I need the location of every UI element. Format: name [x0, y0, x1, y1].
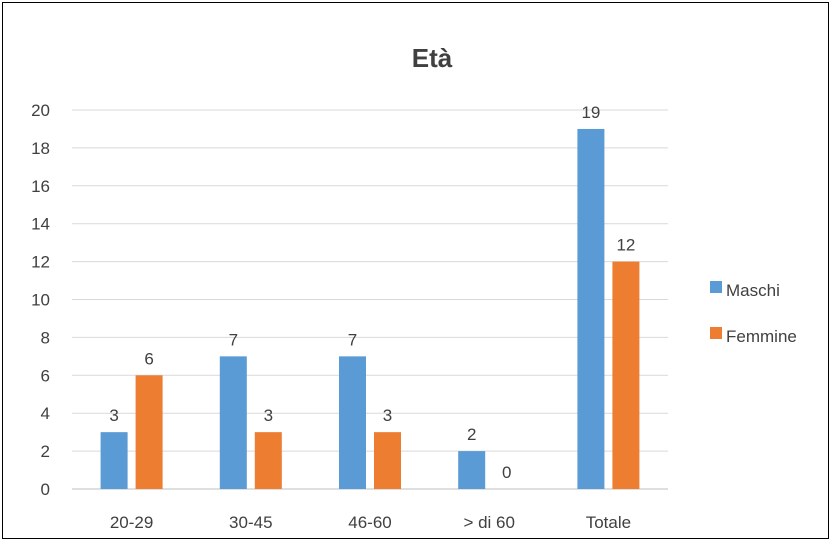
y-tick-label: 2 [41, 442, 50, 461]
y-tick-label: 0 [41, 480, 50, 499]
bar-maschi [577, 128, 605, 489]
legend-label: Maschi [726, 281, 780, 300]
y-tick-label: 8 [41, 328, 50, 347]
data-label: 7 [348, 330, 357, 349]
y-tick-label: 16 [31, 177, 50, 196]
data-label: 19 [581, 103, 600, 122]
y-tick-label: 18 [31, 139, 50, 158]
legend: Maschi Femmine [710, 281, 797, 346]
data-label: 3 [109, 406, 118, 425]
bar-maschi [100, 432, 128, 489]
x-tick-label: 30-45 [229, 513, 272, 532]
bars: 3 6 7 3 7 3 2 0 19 12 [100, 103, 640, 489]
legend-swatch [710, 327, 722, 339]
y-tick-label: 12 [31, 253, 50, 272]
data-label: 12 [616, 236, 635, 255]
data-label: 7 [229, 330, 238, 349]
legend-swatch [710, 281, 722, 293]
data-label: 3 [383, 406, 392, 425]
gridlines [72, 109, 668, 490]
bar-maschi [219, 356, 247, 489]
data-label: 6 [144, 349, 153, 368]
bar-femmine [135, 375, 163, 489]
x-tick-label: 20-29 [110, 513, 153, 532]
y-tick-label: 10 [31, 291, 50, 310]
x-tick-label: > di 60 [463, 513, 515, 532]
legend-label: Femmine [726, 327, 797, 346]
x-axis-ticks: 20-29 30-45 46-60 > di 60 Totale [110, 513, 631, 532]
data-label: 0 [502, 463, 511, 482]
bar-femmine [254, 432, 282, 489]
data-label: 2 [467, 425, 476, 444]
data-label: 3 [264, 406, 273, 425]
bar-maschi [339, 356, 366, 489]
y-tick-label: 4 [41, 404, 50, 423]
x-tick-label: Totale [586, 513, 631, 532]
x-tick-label: 46-60 [348, 513, 391, 532]
bar-femmine [374, 432, 401, 489]
y-tick-label: 20 [31, 101, 50, 120]
y-axis-ticks: 0 2 4 6 8 10 12 14 16 18 20 [31, 101, 50, 499]
y-tick-label: 14 [31, 215, 50, 234]
bar-femmine [612, 261, 640, 489]
y-tick-label: 6 [41, 366, 50, 385]
bar-maschi [458, 451, 486, 489]
chart-title: Età [412, 43, 453, 73]
